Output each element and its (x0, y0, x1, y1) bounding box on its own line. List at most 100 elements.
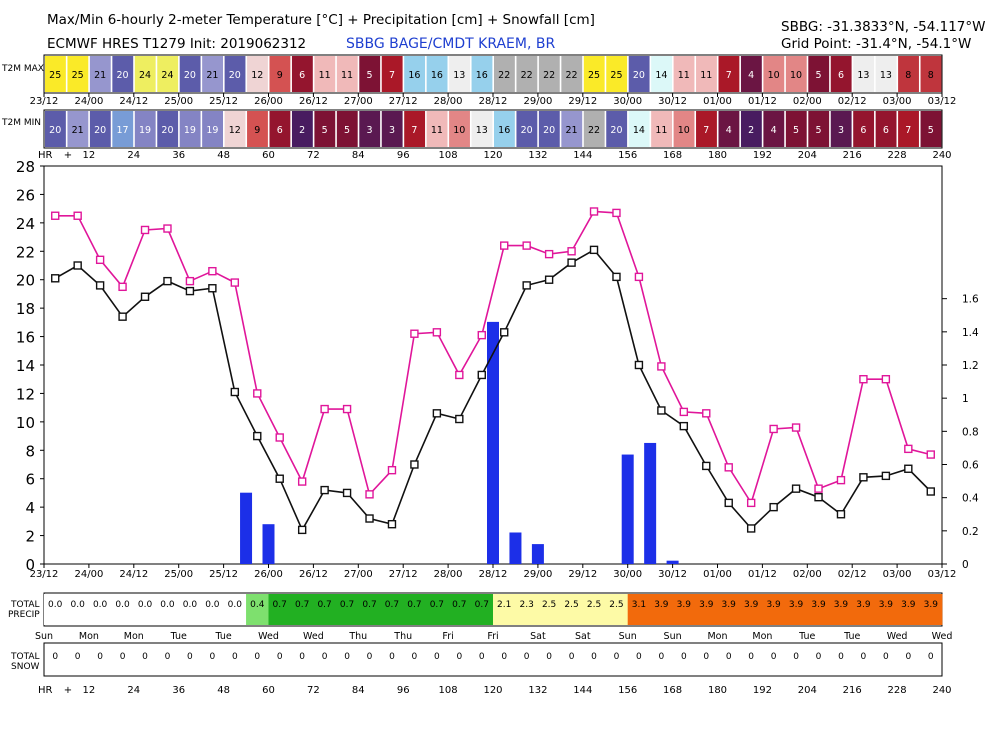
t2m-min-point (140, 292, 150, 301)
t2m-min-cell (45, 111, 66, 147)
date-tick-top: 30/12 (658, 96, 687, 107)
date-tick-top: 26/00 (254, 96, 283, 107)
t2m-min-cell (381, 111, 403, 147)
t2m-min-value: 12 (229, 125, 241, 136)
t2m-max-point (163, 224, 172, 233)
snow-value: 0 (456, 652, 462, 662)
precip-value: 3.9 (856, 600, 871, 610)
day-name: Mon (79, 631, 99, 642)
t2m-min-point (95, 281, 105, 290)
y-right-tick: 0.6 (962, 460, 979, 472)
t2m-max-point (365, 490, 374, 499)
t2m-min-value: 2 (748, 125, 754, 136)
precip-cell (493, 594, 516, 625)
date-tick-bottom: 01/12 (748, 569, 777, 580)
snow-value: 0 (277, 652, 283, 662)
t2m-max-value: 25 (49, 70, 61, 81)
hr-tick: 132 (528, 150, 547, 161)
snow-value: 0 (389, 652, 395, 662)
hr-tick: 36 (172, 150, 185, 161)
t2m-min-value: 22 (588, 125, 600, 136)
t2m-max-point (634, 272, 644, 282)
t2m-min-value: 4 (726, 125, 732, 136)
snow-value: 0 (210, 652, 216, 662)
precip-value: 0.0 (160, 600, 175, 610)
t2m-min-value: 7 (703, 125, 709, 136)
t2m-min-point (387, 520, 397, 529)
precip-value: 0.0 (183, 600, 198, 610)
date-tick-top: 27/00 (344, 96, 373, 107)
day-name: Fri (442, 631, 453, 642)
hr-tick: 240 (932, 685, 951, 696)
t2m-max-point (432, 328, 442, 337)
t2m-min-point (612, 272, 621, 282)
precip-value: 0.0 (48, 600, 63, 610)
t2m-max-cell (157, 56, 179, 92)
date-tick-top: 24/00 (74, 96, 103, 107)
t2m-max-value: 13 (880, 70, 892, 81)
day-name: Sun (664, 631, 682, 642)
day-name: Wed (258, 631, 279, 642)
date-tick-top: 03/12 (928, 96, 957, 107)
snow-value: 0 (569, 652, 575, 662)
t2m-min-cell (875, 111, 897, 147)
y-left-tick: 18 (16, 300, 35, 318)
t2m-min-point (297, 525, 307, 535)
precip-value: 0.7 (452, 600, 466, 610)
t2m-max-cell (494, 56, 515, 92)
precip-cell (66, 594, 90, 625)
precip-value: 0.4 (250, 600, 265, 610)
t2m-min-cell (202, 111, 223, 147)
t2m-max-value: 12 (251, 70, 263, 81)
snow-label-2: SNOW (11, 662, 40, 672)
t2m-min-cell (89, 111, 111, 147)
date-tick-bottom: 24/00 (74, 569, 103, 580)
date-tick-bottom: 02/00 (793, 569, 822, 580)
t2m-max-point (95, 255, 105, 265)
t2m-max-value: 25 (610, 70, 622, 81)
hr-tick: 72 (307, 150, 320, 161)
t2m-max-point (297, 477, 307, 486)
precip-value: 0.7 (273, 600, 287, 610)
t2m-max-point (746, 498, 756, 508)
date-tick-top: 30/00 (613, 96, 642, 107)
date-tick-bottom: 29/12 (568, 569, 597, 580)
y-left-tick: 16 (16, 329, 35, 347)
t2m-min-cell (561, 111, 583, 147)
t2m-max-value: 4 (748, 70, 754, 81)
t2m-min-point (208, 284, 217, 293)
y-left-tick: 22 (16, 243, 35, 261)
date-tick-bottom: 24/12 (119, 569, 148, 580)
t2m-max-cell (269, 56, 291, 92)
t2m-min-value: 11 (655, 125, 667, 136)
precip-cell (313, 594, 337, 625)
t2m-max-point (791, 423, 801, 432)
y-left-tick: 2 (25, 528, 35, 546)
date-tick-bottom: 02/12 (838, 569, 867, 580)
t2m-max-cell (336, 56, 358, 92)
snow-value: 0 (748, 652, 754, 662)
precip-cell (627, 594, 651, 625)
t2m-min-point (477, 370, 486, 380)
t2m-max-point (253, 389, 262, 398)
precip-cell (717, 594, 741, 625)
t2m-min-cell (606, 111, 628, 147)
t2m-max-cell (224, 56, 246, 92)
t2m-max-cell (718, 56, 740, 92)
precip-bar (240, 492, 253, 564)
snow-label-1: TOTAL (10, 652, 40, 662)
t2m-min-cell (898, 111, 919, 147)
day-name: Tue (843, 631, 860, 642)
t2m-max-value: 11 (341, 70, 353, 81)
t2m-min-value: 5 (344, 125, 350, 136)
t2m-min-cell (830, 111, 852, 147)
hr-tick: 120 (483, 685, 502, 696)
precip-bar (531, 544, 544, 564)
precip-value: 3.9 (766, 600, 781, 610)
t2m-min-cell (247, 111, 268, 147)
t2m-max-value: 10 (768, 70, 780, 81)
precip-value: 0.7 (362, 600, 376, 610)
day-name: Sun (619, 631, 637, 642)
precip-cell (560, 594, 584, 625)
y-right-tick: 0 (962, 559, 969, 571)
